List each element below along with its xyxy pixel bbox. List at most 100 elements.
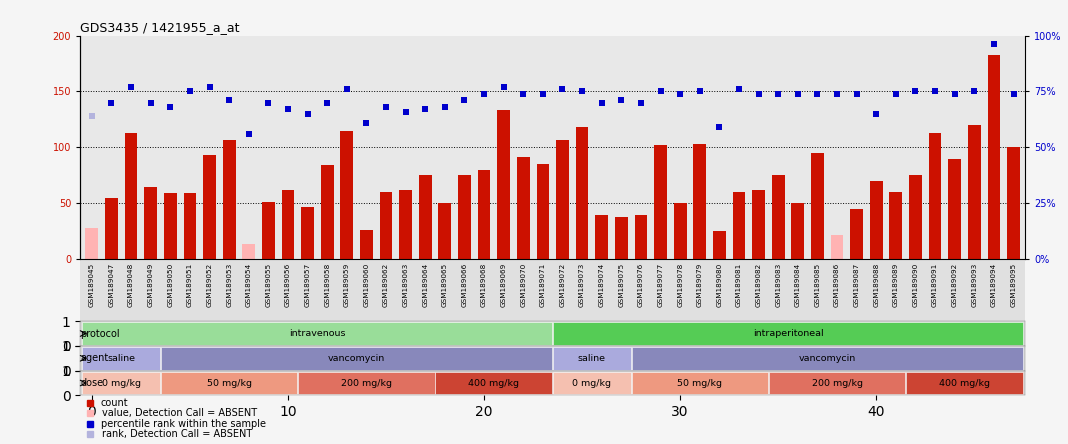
Bar bbox=[752, 190, 765, 259]
Text: count: count bbox=[100, 398, 128, 408]
Bar bbox=[791, 203, 804, 259]
Text: GSM189069: GSM189069 bbox=[501, 262, 506, 307]
Text: GSM189071: GSM189071 bbox=[540, 262, 546, 307]
FancyBboxPatch shape bbox=[553, 372, 631, 394]
Text: GSM189084: GSM189084 bbox=[795, 262, 801, 307]
Text: GSM189054: GSM189054 bbox=[246, 262, 252, 307]
Bar bbox=[968, 125, 980, 259]
Text: GSM189050: GSM189050 bbox=[168, 262, 173, 307]
Point bbox=[613, 97, 630, 104]
Point bbox=[260, 99, 277, 106]
Point bbox=[201, 83, 218, 91]
Point bbox=[397, 108, 414, 115]
Point bbox=[965, 88, 983, 95]
Point bbox=[182, 88, 199, 95]
Bar bbox=[909, 175, 922, 259]
Text: GSM189057: GSM189057 bbox=[304, 262, 311, 307]
Bar bbox=[869, 181, 882, 259]
Text: GSM189095: GSM189095 bbox=[1010, 262, 1017, 307]
Bar bbox=[595, 214, 608, 259]
Bar bbox=[948, 159, 961, 259]
Text: 0 mg/kg: 0 mg/kg bbox=[101, 379, 141, 388]
Bar bbox=[125, 133, 138, 259]
FancyBboxPatch shape bbox=[906, 372, 1023, 394]
Point bbox=[593, 99, 610, 106]
Text: agent: agent bbox=[80, 353, 109, 363]
Point bbox=[83, 112, 100, 119]
Point bbox=[651, 88, 669, 95]
Text: GSM189074: GSM189074 bbox=[599, 262, 604, 307]
Bar bbox=[439, 203, 451, 259]
Text: 400 mg/kg: 400 mg/kg bbox=[939, 379, 990, 388]
Point bbox=[123, 83, 140, 91]
FancyBboxPatch shape bbox=[82, 372, 160, 394]
Text: GSM189089: GSM189089 bbox=[893, 262, 899, 307]
Text: 50 mg/kg: 50 mg/kg bbox=[677, 379, 722, 388]
Point bbox=[986, 41, 1003, 48]
Point bbox=[867, 110, 884, 117]
Bar bbox=[713, 231, 726, 259]
Text: GSM189081: GSM189081 bbox=[736, 262, 742, 307]
Point bbox=[829, 90, 846, 97]
Bar bbox=[772, 175, 785, 259]
Point bbox=[848, 90, 865, 97]
Point bbox=[750, 90, 767, 97]
Point bbox=[240, 131, 257, 138]
Bar bbox=[655, 145, 666, 259]
FancyBboxPatch shape bbox=[161, 372, 297, 394]
Bar bbox=[556, 139, 569, 259]
Bar bbox=[831, 235, 844, 259]
Text: GSM189082: GSM189082 bbox=[755, 262, 761, 307]
Bar bbox=[163, 193, 176, 259]
Point bbox=[417, 106, 434, 113]
Bar bbox=[890, 192, 902, 259]
Point bbox=[142, 99, 159, 106]
Text: GSM189093: GSM189093 bbox=[971, 262, 977, 307]
Text: GSM189070: GSM189070 bbox=[520, 262, 527, 307]
Text: vancomycin: vancomycin bbox=[328, 354, 386, 363]
Text: GSM189083: GSM189083 bbox=[775, 262, 781, 307]
Bar bbox=[341, 131, 354, 259]
Bar bbox=[693, 144, 706, 259]
Text: GSM189047: GSM189047 bbox=[109, 262, 114, 307]
Text: GSM189077: GSM189077 bbox=[658, 262, 663, 307]
Text: GSM189087: GSM189087 bbox=[853, 262, 860, 307]
Point bbox=[632, 99, 649, 106]
Text: GSM189064: GSM189064 bbox=[422, 262, 428, 307]
Text: 0 mg/kg: 0 mg/kg bbox=[572, 379, 611, 388]
Bar bbox=[458, 175, 471, 259]
Bar bbox=[850, 209, 863, 259]
Text: GSM189079: GSM189079 bbox=[696, 262, 703, 307]
Text: GSM189058: GSM189058 bbox=[325, 262, 330, 307]
Text: GSM189049: GSM189049 bbox=[147, 262, 154, 307]
Text: GSM189068: GSM189068 bbox=[481, 262, 487, 307]
Bar bbox=[517, 158, 530, 259]
FancyBboxPatch shape bbox=[553, 347, 631, 370]
Text: GSM189059: GSM189059 bbox=[344, 262, 350, 307]
Text: intravenous: intravenous bbox=[289, 329, 346, 338]
Point bbox=[554, 86, 571, 93]
Point bbox=[280, 106, 297, 113]
Text: GSM189055: GSM189055 bbox=[265, 262, 271, 307]
Text: GSM189052: GSM189052 bbox=[206, 262, 213, 307]
Bar bbox=[282, 190, 295, 259]
FancyBboxPatch shape bbox=[82, 322, 552, 345]
FancyBboxPatch shape bbox=[298, 372, 435, 394]
Text: vancomycin: vancomycin bbox=[799, 354, 855, 363]
Bar bbox=[105, 198, 117, 259]
Text: GSM189045: GSM189045 bbox=[89, 262, 95, 307]
Text: intraperitoneal: intraperitoneal bbox=[753, 329, 823, 338]
Point bbox=[1005, 90, 1022, 97]
Text: GSM189085: GSM189085 bbox=[815, 262, 820, 307]
Text: GSM189086: GSM189086 bbox=[834, 262, 841, 307]
Text: GSM189063: GSM189063 bbox=[403, 262, 409, 307]
Bar bbox=[301, 207, 314, 259]
Point bbox=[907, 88, 924, 95]
Bar bbox=[320, 165, 333, 259]
Bar bbox=[477, 170, 490, 259]
Text: saline: saline bbox=[107, 354, 136, 363]
Text: rank, Detection Call = ABSENT: rank, Detection Call = ABSENT bbox=[101, 429, 252, 439]
Point bbox=[339, 86, 356, 93]
Text: GSM189062: GSM189062 bbox=[383, 262, 389, 307]
Text: 200 mg/kg: 200 mg/kg bbox=[341, 379, 392, 388]
